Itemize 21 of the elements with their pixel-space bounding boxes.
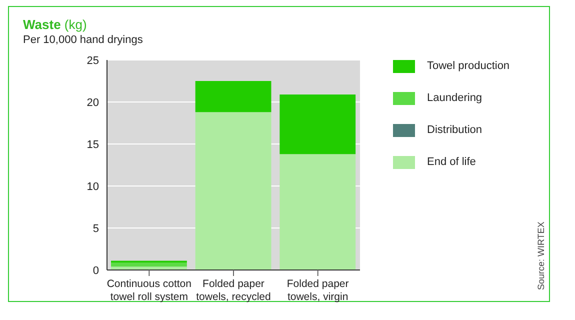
- source-note: Source: WIRTEX: [536, 222, 546, 290]
- bar: [195, 81, 272, 112]
- y-tick-label: 5: [92, 222, 99, 235]
- legend-label: Laundering: [427, 92, 482, 104]
- x-tick-label: Continuous cotton towel roll system: [106, 278, 192, 303]
- y-tick-label: 15: [86, 138, 99, 151]
- bar: [280, 94, 356, 154]
- legend-label: End of life: [427, 156, 476, 168]
- legend-label: Towel production: [427, 60, 510, 72]
- bar: [280, 154, 356, 270]
- legend-label: Distribution: [427, 124, 482, 136]
- y-tick-label: 10: [86, 180, 99, 193]
- bar: [111, 262, 187, 267]
- x-tick-label: Folded paper towels, recycled: [196, 278, 272, 303]
- y-tick-label: 25: [86, 54, 99, 67]
- bar: [195, 112, 272, 270]
- y-tick-label: 0: [92, 264, 99, 277]
- chart-title: Waste (kg): [23, 17, 87, 32]
- y-tick-label: 20: [86, 96, 99, 109]
- chart-subtitle: Per 10,000 hand dryings: [23, 34, 143, 46]
- x-tick-label: Folded paper towels, virgin: [286, 278, 350, 303]
